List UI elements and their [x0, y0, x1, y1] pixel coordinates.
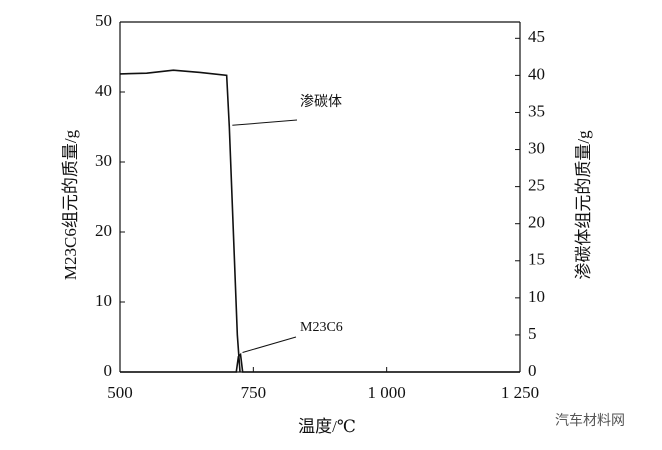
y2-tick-label: 25: [528, 176, 545, 195]
series-line: [119, 69, 241, 373]
x-tick-label: 750: [241, 383, 267, 402]
y2-tick-label: 15: [528, 250, 545, 269]
y2-tick-label: 40: [528, 64, 545, 83]
watermark: 汽车材料网: [555, 412, 625, 429]
y2-tick-label: 20: [528, 213, 545, 232]
y-tick-label: 30: [95, 151, 112, 170]
y2-tick-label: 35: [528, 101, 545, 120]
x-tick-label: 500: [107, 383, 133, 402]
y-tick-label: 40: [95, 81, 112, 100]
y2-tick-label: 10: [528, 287, 545, 306]
y2-tick-label: 30: [528, 138, 545, 157]
y-tick-label: 0: [104, 361, 113, 380]
series-label: M23C6: [300, 320, 343, 335]
leader-line: [232, 119, 298, 126]
y2-tick-label: 0: [528, 361, 537, 380]
y-tick-label: 10: [95, 291, 112, 310]
x-axis-label: 温度/℃: [298, 417, 356, 436]
y-tick-label: 20: [95, 221, 112, 240]
y2-tick-label: 45: [528, 27, 545, 46]
leader-line: [242, 336, 297, 353]
series-line: [120, 352, 520, 373]
y-axis-label: M23C6组元的质量/g: [61, 129, 80, 280]
x-tick-label: 1 250: [501, 383, 539, 402]
x-tick-label: 1 000: [368, 383, 406, 402]
y2-axis-label: 渗碳体组元的质量/g: [574, 130, 593, 280]
series-label: 渗碳体: [300, 94, 342, 110]
y2-tick-label: 5: [528, 324, 537, 343]
y-tick-label: 50: [95, 11, 112, 30]
